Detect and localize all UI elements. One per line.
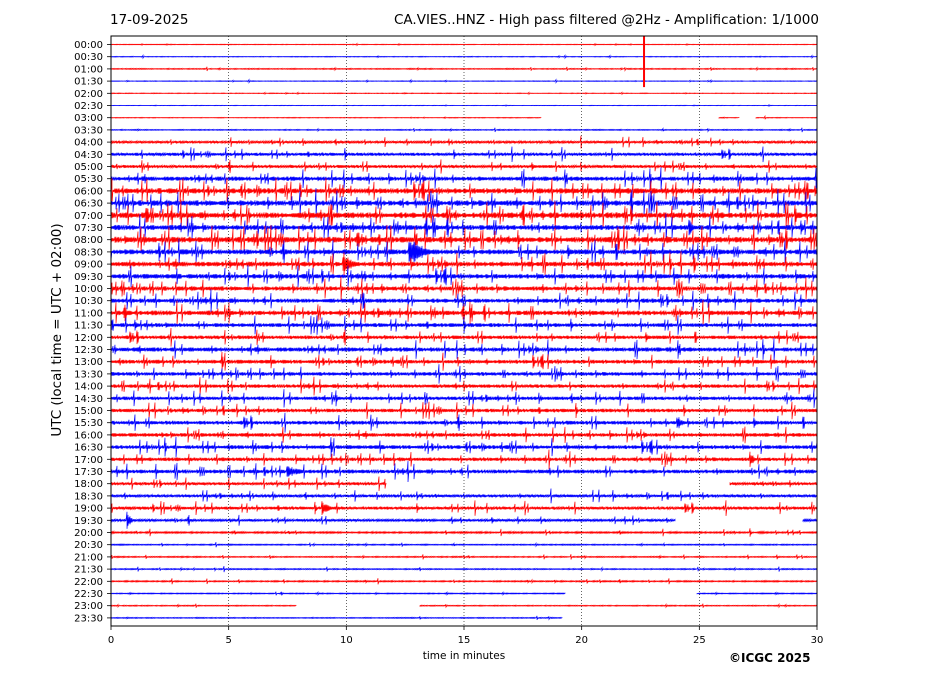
trace-row-0630 [110,187,818,219]
y-tick-label: 07:00 [74,211,103,222]
y-tick-label: 22:00 [74,577,103,588]
x-tick-label: 5 [225,635,231,646]
trace-row-2000 [110,528,818,537]
y-tick-label: 09:00 [74,260,103,271]
y-tick-label: 02:30 [74,101,103,112]
trace-row-1900 [110,500,818,516]
y-tick-label: 09:30 [74,272,103,283]
y-tick-label: 18:30 [74,491,103,502]
y-tick-label: 15:00 [74,406,103,417]
trace-row-2130 [110,565,818,573]
y-tick-label: 21:30 [74,565,103,576]
y-tick-label: 04:00 [74,138,103,149]
y-tick-label: 11:00 [74,308,103,319]
y-tick-label: 11:30 [74,321,103,332]
trace-row-1800 [110,476,818,491]
y-tick-label: 16:30 [74,443,103,454]
plot-title: CA.VIES..HNZ - High pass filtered @2Hz -… [394,12,819,28]
trace-row-2230 [110,590,818,597]
trace-row-1500 [110,401,818,420]
trace-row-1430 [110,388,818,408]
trace-row-0030 [110,54,818,60]
x-tick-label: 25 [693,635,706,646]
trace-row-0700 [110,199,818,232]
y-tick-label: 18:00 [74,479,103,490]
plot-frame [110,35,818,627]
y-tick-label: 00:00 [74,40,103,51]
y-tick-label: 06:30 [74,199,103,210]
trace-row-2300 [110,602,818,609]
trace-row-0830 [110,238,818,266]
y-axis-label: UTC (local time = UTC + 02:00) [49,223,65,437]
y-tick-label: 02:00 [74,89,103,100]
y-tick-label: 05:00 [74,162,103,173]
y-tick-label: 17:00 [74,455,103,466]
trace-row-1130 [110,315,818,335]
y-tick-label: 10:00 [74,284,103,295]
y-tick-label: 03:30 [74,125,103,136]
y-tick-label: 16:00 [74,430,103,441]
trace-row-0430 [110,146,818,163]
trace-row-2330 [110,615,563,621]
trace-row-0600 [110,177,818,205]
trace-row-1230 [110,338,818,361]
y-tick-label: 23:30 [74,613,103,624]
y-tick-label: 19:30 [74,516,103,527]
y-tick-label: 15:30 [74,418,103,429]
trace-row-2100 [110,554,818,560]
trace-row-0100 [110,66,818,72]
x-tick-label: 10 [340,635,353,646]
y-tick-label: 01:00 [74,64,103,75]
y-tick-label: 14:30 [74,394,103,405]
y-tick-label: 20:30 [74,540,103,551]
trace-row-0500 [110,159,818,174]
plot-date: 17-09-2025 [110,12,189,28]
y-tick-label: 12:00 [74,333,103,344]
trace-row-2200 [110,578,818,585]
y-tick-label: 22:30 [74,589,103,600]
trace-row-0730 [110,213,818,242]
y-tick-label: 14:00 [74,382,103,393]
trace-row-1330 [110,364,818,384]
y-tick-label: 00:30 [74,52,103,63]
y-tick-label: 21:00 [74,552,103,563]
trace-row-1300 [110,351,818,372]
x-tick-label: 0 [108,635,114,646]
y-tick-label: 05:30 [74,174,103,185]
y-tick-label: 12:30 [74,345,103,356]
y-tick-label: 07:30 [74,223,103,234]
trace-row-2030 [110,541,818,548]
trace-row-0400 [110,135,818,149]
trace-row-0000 [110,42,818,47]
trace-row-0300 [110,114,818,120]
trace-row-1400 [110,376,818,396]
vertical-gridlines [228,36,700,626]
x-axis-label: time in minutes [422,650,506,662]
y-tick-label: 01:30 [74,77,103,88]
y-tick-label: 19:00 [74,504,103,515]
y-tick-label: 20:00 [74,528,103,539]
trace-row-1930 [110,511,818,529]
x-tick-label: 20 [575,635,588,646]
y-tick-label: 17:30 [74,467,103,478]
y-tick-label: 03:00 [74,113,103,124]
trace-row-1530 [110,412,818,433]
copyright-notice: ©ICGC 2025 [729,651,811,665]
y-tick-label: 06:00 [74,186,103,197]
y-tick-label: 08:30 [74,247,103,258]
y-tick-label: 08:00 [74,235,103,246]
y-tick-label: 23:00 [74,601,103,612]
x-tick-label: 15 [458,635,471,646]
y-tick-label: 13:30 [74,369,103,380]
y-tick-label: 13:00 [74,357,103,368]
x-tick-label: 30 [811,635,824,646]
y-tick-label: 04:30 [74,150,103,161]
trace-row-0530 [110,167,818,191]
y-tick-label: 10:30 [74,296,103,307]
